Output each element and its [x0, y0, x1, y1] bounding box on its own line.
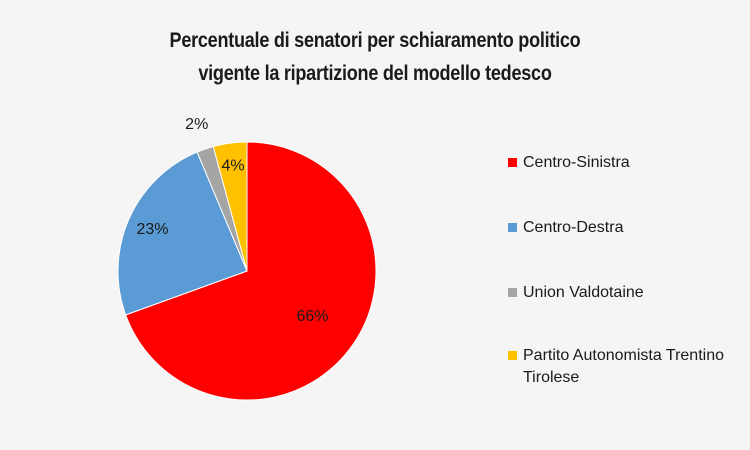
legend-swatch-centro-destra — [508, 223, 517, 232]
legend-item-partito-autonomista: Partito Autonomista Trentino Tirolese — [508, 345, 738, 389]
pie-slice-partito-autonomista-trentino-tirolese — [212, 141, 248, 272]
chart-title-line-1: Percentuale di senatori per schiaramento… — [169, 29, 581, 52]
data-label-centro-sinistra: 66% — [296, 308, 328, 325]
legend-swatch-partito-autonomista — [508, 351, 517, 360]
chart-title-line-2: vigente la ripartizione del modello tede… — [198, 62, 552, 85]
data-label-union-valdotaine: 2% — [185, 116, 208, 133]
data-label-centro-destra: 23% — [136, 221, 168, 238]
legend-label-centro-destra: Centro-Destra — [523, 219, 624, 236]
legend-item-centro-destra: Centro-Destra — [508, 217, 738, 239]
legend-label-centro-sinistra: Centro-Sinistra — [523, 154, 630, 171]
legend-label-partito-autonomista: Partito Autonomista Trentino Tirolese — [523, 347, 724, 386]
legend-item-centro-sinistra: Centro-Sinistra — [508, 152, 738, 174]
chart-title: Percentuale di senatori per schiaramento… — [87, 24, 663, 90]
pie-slice-centro-destra — [117, 151, 248, 316]
legend-label-union-valdotaine: Union Valdotaine — [523, 284, 644, 301]
legend-swatch-union-valdotaine — [508, 288, 517, 297]
data-label-partito-autonomista-trentino-tirolese: 4% — [221, 157, 244, 174]
legend-item-union-valdotaine: Union Valdotaine — [508, 282, 738, 304]
legend-swatch-centro-sinistra — [508, 158, 517, 167]
pie-slice-centro-sinistra — [125, 141, 377, 401]
